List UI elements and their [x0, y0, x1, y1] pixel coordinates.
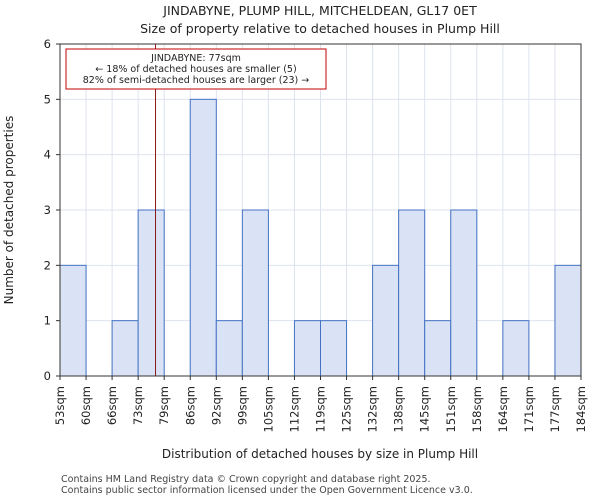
annotation-line3: 82% of semi-detached houses are larger (…	[83, 75, 310, 86]
x-tick-label-184sqm: 184sqm	[574, 386, 588, 432]
chart-title-line2: Size of property relative to detached ho…	[140, 21, 500, 36]
x-tick-label-73sqm: 73sqm	[131, 386, 145, 425]
y-tick-label-0: 0	[44, 369, 51, 383]
annotation-line1: JINDABYNE: 77sqm	[150, 53, 241, 64]
footer-line1: Contains HM Land Registry data © Crown c…	[61, 474, 431, 485]
x-tick-label-164sqm: 164sqm	[496, 386, 510, 432]
x-tick-label-177sqm: 177sqm	[548, 386, 562, 432]
x-tick-label-53sqm: 53sqm	[53, 386, 67, 425]
x-tick-label-66sqm: 66sqm	[105, 386, 119, 425]
y-tick-label-1: 1	[44, 314, 51, 328]
x-tick-label-92sqm: 92sqm	[209, 386, 223, 425]
annotation-line2: ← 18% of detached houses are smaller (5)	[95, 64, 296, 75]
bar-138sqm	[398, 209, 426, 377]
x-tick-label-112sqm: 112sqm	[287, 386, 301, 432]
x-tick-label-105sqm: 105sqm	[261, 386, 275, 432]
y-tick-label-2: 2	[44, 258, 51, 272]
annotation-box: JINDABYNE: 77sqm ← 18% of detached house…	[65, 48, 327, 90]
bar-151sqm	[450, 209, 478, 377]
bar-119sqm	[320, 320, 348, 377]
footer-line2: Contains public sector information licen…	[61, 485, 473, 496]
bar-92sqm	[215, 320, 243, 377]
x-tick-label-99sqm: 99sqm	[235, 386, 249, 425]
x-axis-label: Distribution of detached houses by size …	[162, 447, 478, 461]
bar-53sqm	[59, 264, 87, 377]
y-ticks: 0 1 2 3 4 5 6	[44, 37, 60, 383]
x-tick-label-86sqm: 86sqm	[183, 386, 197, 425]
annotation-border	[65, 48, 327, 90]
x-tick-label-138sqm: 138sqm	[392, 386, 406, 432]
x-tick-label-158sqm: 158sqm	[470, 386, 484, 432]
bar-99sqm	[241, 209, 269, 377]
bar-73sqm	[137, 209, 165, 377]
bar-66sqm	[111, 320, 139, 377]
y-tick-label-5: 5	[44, 92, 51, 106]
y-tick-label-6: 6	[44, 37, 51, 51]
x-tick-label-119sqm: 119sqm	[314, 386, 328, 432]
bar-132sqm	[372, 264, 400, 377]
x-tick-label-145sqm: 145sqm	[418, 386, 432, 432]
x-tick-label-151sqm: 151sqm	[444, 386, 458, 432]
x-tick-label-125sqm: 125sqm	[340, 386, 354, 432]
bar-145sqm	[424, 320, 452, 377]
x-tick-label-171sqm: 171sqm	[522, 386, 536, 432]
bars	[59, 98, 582, 377]
bar-86sqm	[189, 98, 217, 377]
x-tick-label-132sqm: 132sqm	[366, 386, 380, 432]
x-tick-label-60sqm: 60sqm	[79, 386, 93, 425]
y-tick-label-3: 3	[44, 203, 51, 217]
x-tick-label-79sqm: 79sqm	[157, 386, 171, 425]
bar-177sqm	[554, 264, 582, 377]
y-tick-label-4: 4	[44, 148, 51, 162]
x-ticks: 53sqm 60sqm 66sqm 73sqm 79sqm 86sqm 92sqm 99sqm…	[53, 376, 588, 432]
bar-112sqm	[293, 320, 322, 377]
chart-title-line1: JINDABYNE, PLUMP HILL, MITCHELDEAN, GL17…	[162, 3, 477, 18]
bar-164sqm	[502, 320, 530, 377]
y-axis-label: Number of detached properties	[2, 116, 16, 305]
